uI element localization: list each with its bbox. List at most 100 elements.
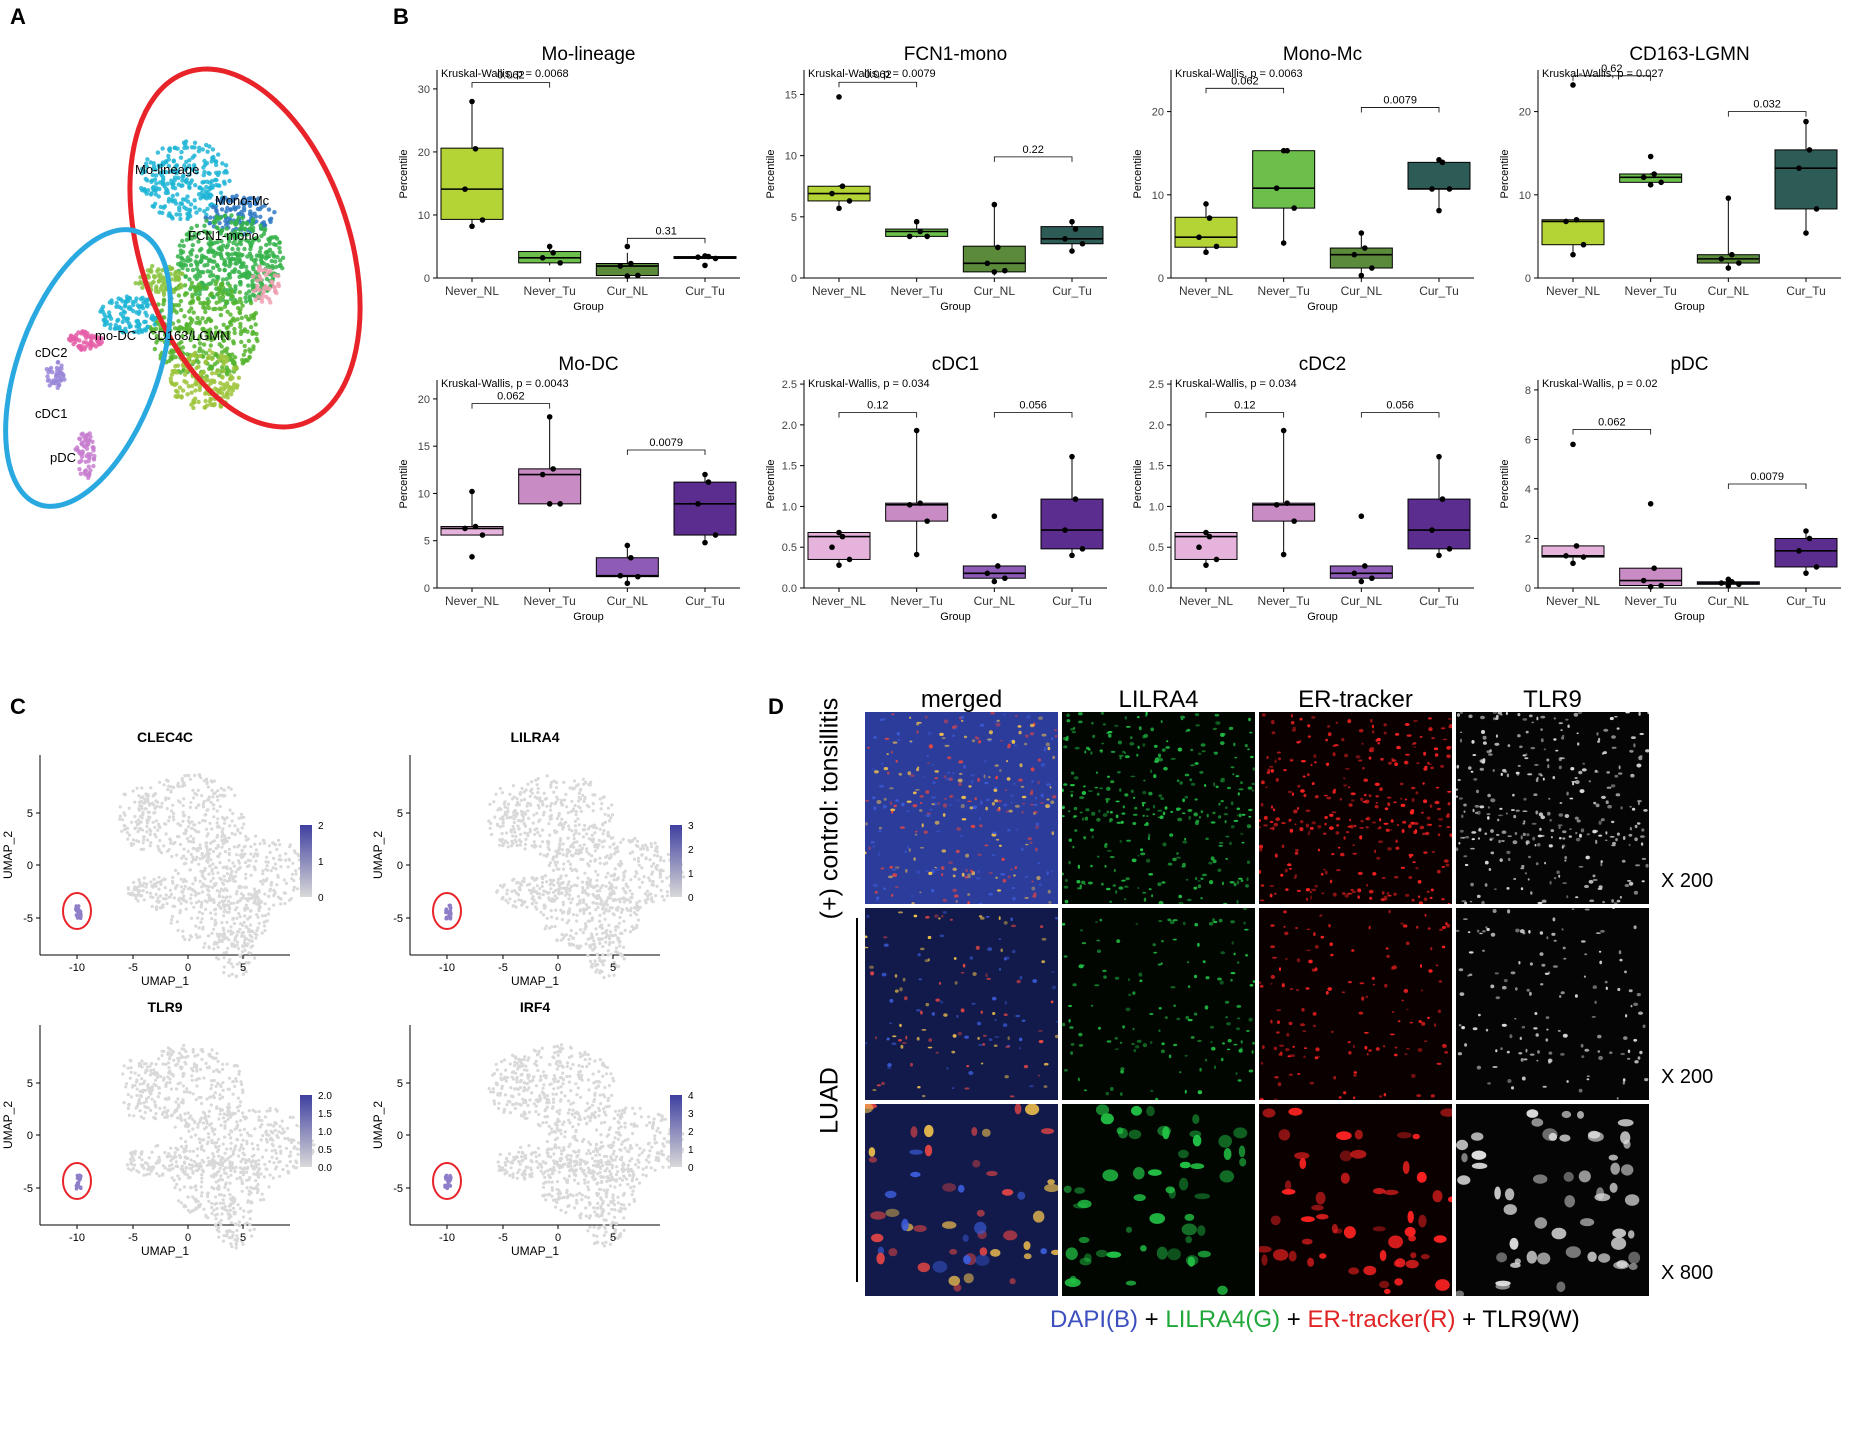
feature-cell (272, 1124, 276, 1128)
feature-cell (277, 1130, 281, 1134)
feature-cell (517, 827, 521, 831)
data-point (624, 542, 631, 549)
feature-cell (229, 925, 233, 929)
feature-cell (547, 863, 551, 868)
feature-cell (642, 875, 646, 879)
umap-cell (166, 163, 172, 169)
feature-cell (524, 837, 528, 841)
feature-cell (146, 798, 150, 803)
umap-cluster-1 (203, 193, 277, 237)
feature-cell (154, 819, 158, 823)
umap-cell (178, 201, 183, 206)
x-tick-label: Cur_NL (1341, 594, 1383, 608)
x-tick-label: Never_NL (1546, 284, 1600, 298)
feature-cell (243, 844, 247, 848)
umap-cell (181, 140, 187, 145)
feature-cell (223, 878, 227, 882)
legend-label: 1 (318, 857, 324, 868)
umap-cell (204, 142, 209, 148)
umap-cluster-4 (251, 264, 282, 305)
feature-cell (141, 813, 145, 817)
feature-cell (163, 1106, 167, 1110)
color-legend-bar (670, 825, 682, 897)
feature-cell (648, 858, 652, 862)
feature-cell (542, 853, 546, 857)
feature-cell (601, 883, 605, 888)
feature-cell (294, 872, 298, 876)
feature-cell (312, 1143, 316, 1147)
umap-cell (197, 385, 203, 390)
feature-cell (235, 916, 239, 920)
feature-cell (635, 839, 640, 843)
feature-cell (503, 810, 507, 814)
feature-cell (225, 865, 229, 869)
umap-cell (224, 170, 229, 175)
y-tick-label: 6 (1525, 434, 1531, 446)
y-tick-label: 0.0 (782, 583, 797, 595)
feature-cell (251, 1108, 255, 1112)
feature-cell (501, 844, 505, 848)
umap-cell (79, 458, 84, 463)
feature-cell (612, 973, 616, 977)
umap-cell (227, 320, 233, 325)
y-tick-label: 5 (27, 808, 33, 820)
feature-cell (189, 834, 193, 838)
feature-cell (604, 909, 608, 913)
umap-cell (194, 266, 200, 272)
feature-cell (260, 931, 264, 935)
data-point (917, 500, 923, 506)
umap-cell (208, 273, 213, 279)
umap-cell (167, 147, 172, 152)
feature-cell (591, 801, 595, 806)
feature-cell (261, 869, 265, 873)
feature-cell (505, 888, 509, 892)
umap-cell (169, 356, 174, 362)
feature-cell (243, 914, 247, 918)
feature-cell (152, 877, 156, 881)
umap-cell (143, 161, 149, 166)
feature-cell (218, 876, 222, 880)
x-axis-label: UMAP_1 (141, 974, 189, 988)
feature-cell (227, 1110, 231, 1114)
data-point (539, 255, 546, 261)
feature-cell (561, 900, 565, 904)
x-tick-label: Cur_Tu (1786, 284, 1826, 298)
data-point (1213, 556, 1220, 563)
cluster-label-mono-mc: Mono-Mc (215, 193, 270, 208)
feature-cell (651, 879, 655, 883)
feature-cell (169, 892, 174, 896)
feature-cell (216, 871, 220, 875)
umap-cell (145, 302, 150, 307)
y-tick-label: -5 (393, 913, 403, 925)
feature-cell (585, 832, 589, 836)
feature-cell (532, 877, 536, 881)
umap-cell (200, 326, 205, 332)
feature-cell (272, 888, 276, 892)
umap-cell (180, 249, 186, 255)
feature-cell (567, 942, 571, 946)
feature-cell (247, 1109, 251, 1113)
umap-cell (83, 340, 89, 345)
umap-cell (269, 279, 274, 284)
feature-cell (531, 821, 535, 825)
umap-cell (229, 289, 234, 295)
feature-cell (216, 1059, 220, 1063)
y-tick-label: 0 (1525, 273, 1531, 285)
feature-cell (554, 863, 558, 867)
feature-cell (500, 837, 504, 842)
umap-cell (230, 269, 235, 274)
umap-cell (223, 354, 228, 360)
umap-cell (277, 240, 282, 245)
feature-cell (555, 816, 559, 821)
umap-cell (151, 184, 156, 190)
feature-cell (515, 797, 519, 801)
feature-cell (598, 919, 602, 923)
umap-cell (256, 196, 261, 201)
feature-cell (270, 1155, 274, 1159)
feature-cell (167, 1061, 171, 1065)
feature-cell (193, 1054, 197, 1058)
umap-cell (243, 358, 248, 363)
umap-cell (222, 181, 227, 186)
umap-cell (170, 182, 175, 187)
